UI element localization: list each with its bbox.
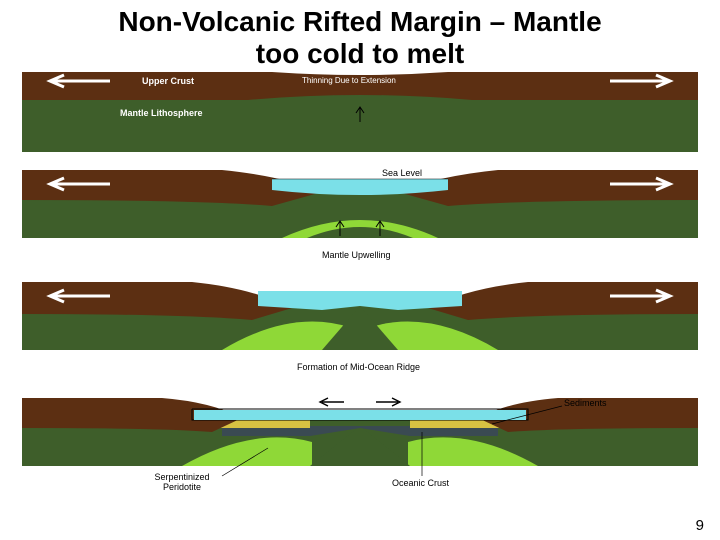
sediments-label: Sediments	[564, 398, 607, 408]
panel-1-svg: Upper Crust Thinning Due to Extension Ma…	[22, 72, 698, 152]
serp-label-1: Serpentinized	[154, 472, 209, 482]
oceanic-crust-label: Oceanic Crust	[392, 478, 450, 488]
panel-2-svg: Sea Level Mantle Upwelling	[22, 166, 698, 264]
spread-arrows	[320, 398, 400, 406]
mor-label: Formation of Mid-Ocean Ridge	[297, 362, 420, 372]
thinning-label: Thinning Due to Extension	[302, 76, 396, 85]
page-number: 9	[696, 517, 704, 534]
title-line-1: Non-Volcanic Rifted Margin – Mantle	[118, 6, 601, 37]
upper-crust-label: Upper Crust	[142, 76, 194, 86]
mantle-lith-label: Mantle Lithosphere	[120, 108, 203, 118]
serp-label-2: Peridotite	[163, 482, 201, 490]
panel-3: Formation of Mid-Ocean Ridge	[22, 278, 698, 376]
panel-1: Upper Crust Thinning Due to Extension Ma…	[22, 72, 698, 152]
panel-2: Sea Level Mantle Upwelling	[22, 166, 698, 264]
panel-3-svg: Formation of Mid-Ocean Ridge	[22, 278, 698, 376]
panel-4: Sediments Serpentinized Peridotite Ocean…	[22, 390, 698, 490]
diagram-container: Upper Crust Thinning Due to Extension Ma…	[0, 72, 720, 490]
sea-level-label: Sea Level	[382, 168, 422, 178]
panel-4-svg: Sediments Serpentinized Peridotite Ocean…	[22, 390, 698, 490]
title-line-2: too cold to melt	[256, 38, 464, 69]
water-4	[194, 410, 526, 420]
mantle-upwelling-label: Mantle Upwelling	[322, 250, 391, 260]
slide-title: Non-Volcanic Rifted Margin – Mantle too …	[0, 0, 720, 72]
